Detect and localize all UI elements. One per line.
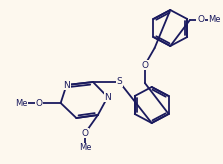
- Text: Me: Me: [15, 99, 28, 107]
- Text: N: N: [63, 81, 70, 90]
- Text: O: O: [36, 99, 43, 107]
- Text: O: O: [141, 61, 148, 70]
- Text: Me: Me: [79, 144, 91, 153]
- Text: Me: Me: [209, 16, 221, 24]
- Text: N: N: [104, 92, 111, 102]
- Text: O: O: [82, 129, 89, 137]
- Text: S: S: [117, 78, 122, 86]
- Text: O: O: [197, 16, 204, 24]
